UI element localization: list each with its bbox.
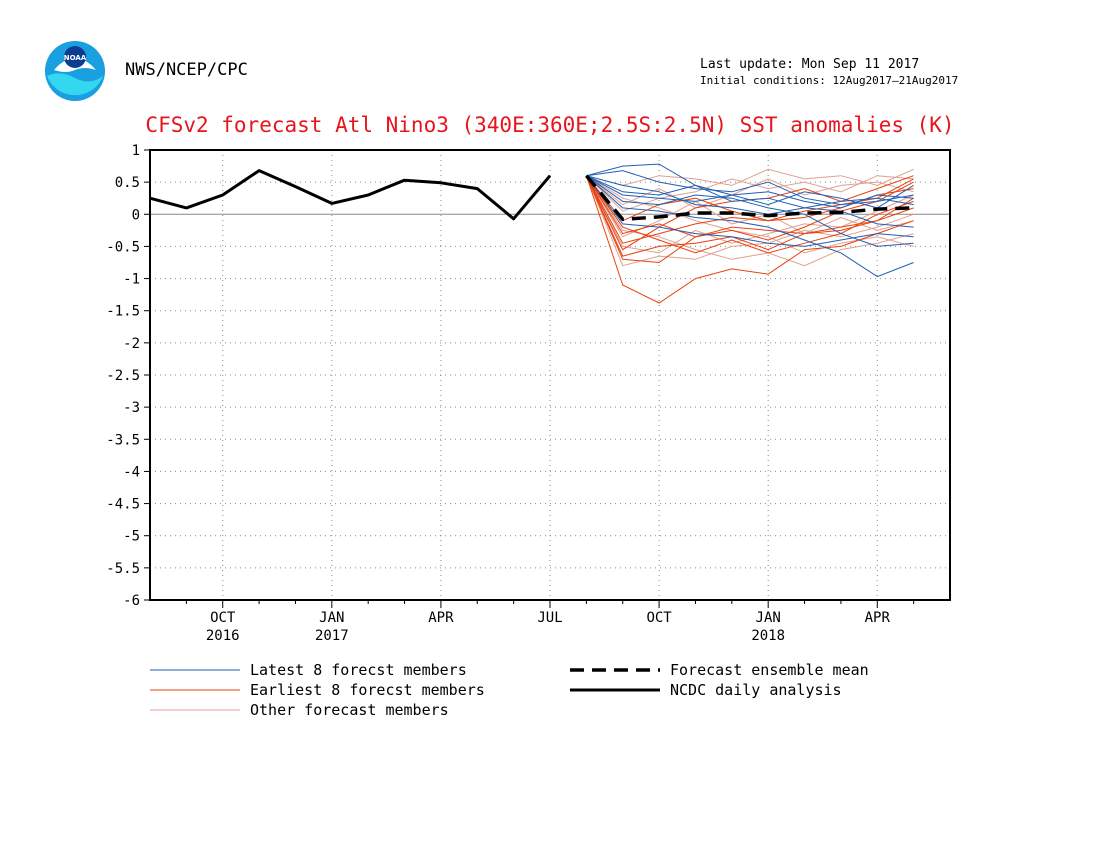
x-tick-label: JAN (319, 610, 344, 626)
chart-legend: Latest 8 forecst members Earliest 8 forec… (150, 661, 869, 719)
ensemble-mean-line (585, 174, 914, 222)
y-tick-label: 1 (132, 143, 140, 159)
x-tick-label: JAN (756, 610, 781, 626)
x-tick-year: 2016 (206, 628, 240, 644)
initial-conditions-label: Initial conditions: 12Aug2017–21Aug2017 (700, 74, 959, 87)
forecast-member-line-earliest (585, 175, 914, 254)
y-tick-label: -2 (123, 336, 140, 352)
y-tick-label: -5.5 (106, 561, 140, 577)
forecast-member-line-latest (586, 175, 914, 209)
y-tick-label: 0 (132, 207, 140, 223)
x-tick-year: 2018 (751, 628, 785, 644)
y-tick-label: -3 (123, 400, 140, 416)
x-tick-year: 2017 (315, 628, 349, 644)
y-tick-label: -2.5 (106, 368, 140, 384)
forecast-member-line-other (585, 175, 914, 254)
forecast-member-line-latest (586, 163, 914, 209)
y-tick-label: -6 (123, 593, 140, 609)
x-tick-label: APR (865, 610, 891, 626)
forecast-member-line-latest (586, 175, 914, 247)
legend-label-latest: Latest 8 forecst members (250, 661, 467, 679)
main-series (149, 169, 914, 222)
legend-label-analysis: NCDC daily analysis (670, 681, 842, 699)
x-tick-label: OCT (210, 610, 236, 626)
x-tick-label: JUL (537, 610, 562, 626)
legend-label-earliest: Earliest 8 forecst members (250, 681, 485, 699)
y-tick-label: -4 (123, 464, 140, 480)
x-tick-label: APR (428, 610, 454, 626)
y-tick-label: -1 (123, 272, 140, 288)
y-tick-label: -5 (123, 529, 140, 545)
forecast-members (585, 163, 914, 304)
noaa-logo-icon: NOAA (45, 41, 105, 101)
y-tick-label: -0.5 (106, 239, 140, 255)
y-tick-label: -4.5 (106, 497, 140, 513)
last-update-label: Last update: Mon Sep 11 2017 (700, 57, 920, 72)
legend-label-mean: Forecast ensemble mean (670, 661, 869, 679)
forecast-member-line-latest (586, 175, 914, 215)
y-tick-label: 0.5 (115, 175, 140, 191)
forecast-member-line-earliest (585, 175, 914, 241)
chart-title: CFSv2 forecast Atl Nino3 (340E:360E;2.5S… (145, 113, 955, 137)
y-tick-label: -1.5 (106, 304, 140, 320)
chart-axes: 1 0.5 0 -0.5 -1 -1.5 -2 -2.5 -3 -3.5 -4 -4.5 -5 -5.5 -… (106, 143, 915, 644)
chart-grid (150, 150, 950, 600)
forecast-member-line-earliest (585, 175, 914, 257)
y-tick-label: -3.5 (106, 432, 140, 448)
forecast-member-line-other (586, 168, 914, 186)
legend-label-other: Other forecast members (250, 701, 449, 719)
svg-text:NOAA: NOAA (64, 54, 87, 62)
analysis-line (149, 169, 552, 221)
forecast-member-line-latest (586, 175, 914, 247)
forecast-member-line-latest (586, 175, 914, 278)
agency-label: NWS/NCEP/CPC (125, 60, 248, 80)
x-tick-label: OCT (646, 610, 672, 626)
